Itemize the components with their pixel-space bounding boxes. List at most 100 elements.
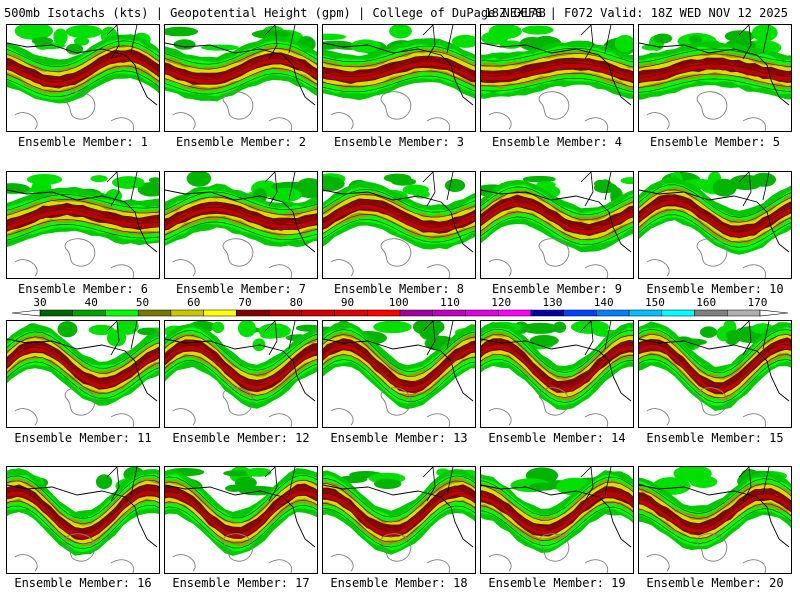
height-contour [323,339,475,382]
coastline [639,189,790,253]
height-contour [323,485,475,528]
wind-patch [724,30,755,43]
ensemble-member-panel [322,24,476,132]
low-contour [222,238,254,267]
height-contour [639,478,791,514]
colorbar-tick-label: 30 [33,296,46,309]
colorbar-swatch [236,309,270,317]
border-line [264,467,296,502]
height-contour [481,191,633,221]
height-contour [165,494,317,539]
height-contour [165,201,317,221]
wind-patch [519,36,546,51]
height-contour [639,73,791,88]
height-contour [481,67,633,83]
low-contour [222,91,254,120]
border-line [738,321,770,356]
height-contour [639,78,791,93]
colorbar-swatch [530,309,564,317]
ensemble-member-panel [480,171,634,279]
isotach-map [481,25,633,131]
colorbar-tick-label: 60 [187,296,200,309]
wind-patch [751,172,777,187]
height-contour [165,58,317,80]
low-contour [172,112,293,131]
ensemble-member-panel [6,24,160,132]
height-contour [323,500,475,543]
height-contour [639,68,791,83]
height-contour [639,493,791,529]
height-contour [165,73,317,95]
wind-patch [522,175,556,183]
coastline [481,338,632,402]
border-line [738,172,770,207]
height-contour [639,214,791,248]
colorbar-tick-label: 50 [136,296,149,309]
height-contour [323,344,475,387]
wind-patch [201,44,239,51]
colorbar-tick-label: 130 [543,296,563,309]
colorbar-swatch [137,309,172,317]
border-line [422,25,454,60]
colorbar-tick-label: 140 [594,296,614,309]
coastline [7,484,158,548]
coastline [323,484,474,548]
low-contour [380,238,412,267]
ensemble-member-panel [480,466,634,574]
height-contour [7,219,159,236]
height-contour [481,506,633,546]
coastline [323,42,474,106]
height-contour [323,505,475,548]
low-contour [172,408,293,427]
low-contour [64,533,96,562]
low-contour [646,112,767,131]
height-contour [7,214,159,231]
height-contour [7,224,159,241]
wind-patch [31,37,53,45]
colorbar-swatch [170,309,204,317]
wind-patch [553,321,567,333]
coastline [165,189,316,253]
colorbar-tick-label: 150 [645,296,665,309]
low-contour [696,91,728,120]
border-line [738,25,770,60]
isotach-map [639,172,791,278]
wind-patch [620,177,633,185]
height-contour [481,501,633,541]
height-contour [165,474,317,519]
height-contour [7,361,159,399]
wind-patch [116,321,139,335]
ensemble-member-panel [6,171,160,279]
isotach-band [165,345,317,391]
height-contour [7,55,159,83]
height-contour [165,345,317,386]
isotach-band [165,483,317,539]
colorbar-tick-label: 70 [238,296,251,309]
wind-patch [258,323,291,339]
coastline [481,42,632,106]
height-contour [639,483,791,519]
height-contour [639,199,791,233]
height-contour [481,328,633,373]
height-contour [481,476,633,516]
ensemble-member-label: Ensemble Member: 6 [17,282,149,296]
height-contour [639,204,791,238]
isotach-map [7,172,159,278]
height-contour [165,211,317,231]
wind-patch [211,321,225,334]
height-contour [323,50,475,68]
low-contour [14,408,135,427]
height-contour [323,329,475,372]
colorbar-left-arrow [11,309,41,317]
colorbar-swatch [694,309,728,317]
ensemble-member-label: Ensemble Member: 7 [175,282,307,296]
coastline [323,189,474,253]
height-contour [165,68,317,90]
height-contour [481,211,633,241]
isotach-band [165,57,317,84]
height-contour [7,40,159,68]
height-contour [639,328,791,373]
height-contour [481,358,633,403]
border-line [264,172,296,207]
wind-patch [373,478,402,489]
